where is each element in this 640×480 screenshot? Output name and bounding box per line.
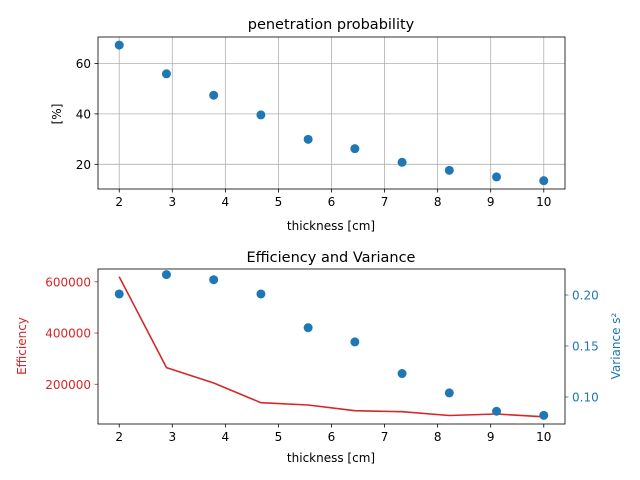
chart-title: Efficiency and Variance <box>247 250 416 266</box>
x-tick-label: 9 <box>487 430 495 444</box>
x-tick-label: 10 <box>536 195 551 209</box>
y-tick-label-left: 600000 <box>45 275 91 289</box>
data-point <box>397 157 407 167</box>
y-axis-label-variance: Variance s² <box>609 312 623 379</box>
variance-point <box>444 388 454 398</box>
plot-frame <box>97 268 566 425</box>
data-point <box>303 134 313 144</box>
variance-point <box>256 289 266 299</box>
x-tick-label: 7 <box>381 430 389 444</box>
x-tick-label: 9 <box>487 195 495 209</box>
x-tick-label: 4 <box>222 195 230 209</box>
plot-frame <box>97 36 566 190</box>
variance-point <box>492 406 502 416</box>
x-tick-label: 6 <box>328 430 336 444</box>
variance-point <box>350 337 360 347</box>
data-point <box>492 172 502 182</box>
variance-point <box>303 323 313 333</box>
variance-point <box>209 275 219 285</box>
data-point <box>161 69 171 79</box>
chart-penetration-probability: penetration probability thickness [cm] [… <box>50 17 566 233</box>
x-tick-label: 2 <box>115 195 123 209</box>
chart-efficiency-variance: Efficiency and Variance thickness [cm] E… <box>15 250 623 465</box>
x-tick-label: 3 <box>168 430 176 444</box>
x-axis-label: thickness [cm] <box>287 219 375 233</box>
data-point <box>444 165 454 175</box>
variance-point <box>397 369 407 379</box>
x-tick-label: 10 <box>536 430 551 444</box>
y-tick-label-left: 400000 <box>45 327 91 341</box>
y-tick-label-left: 200000 <box>45 378 91 392</box>
data-point <box>114 40 124 50</box>
data-point <box>209 90 219 100</box>
variance-point <box>161 270 171 280</box>
y-tick-label-right: 0.15 <box>572 339 599 353</box>
chart-title: penetration probability <box>248 17 415 33</box>
variance-point <box>539 410 549 420</box>
x-axis-label: thickness [cm] <box>287 451 375 465</box>
x-tick-label: 6 <box>328 195 336 209</box>
data-point <box>350 144 360 154</box>
y-tick-label: 60 <box>76 57 91 71</box>
x-tick-label: 8 <box>434 195 442 209</box>
x-tick-label: 5 <box>275 195 283 209</box>
y-axis-label-efficiency: Efficiency <box>15 317 29 375</box>
y-tick-label: 40 <box>76 107 91 121</box>
y-tick-label: 20 <box>76 158 91 172</box>
efficiency-line <box>118 276 544 418</box>
x-tick-label: 2 <box>115 430 123 444</box>
data-point <box>256 110 266 120</box>
x-tick-label: 8 <box>434 430 442 444</box>
x-tick-label: 7 <box>381 195 389 209</box>
variance-point <box>114 289 124 299</box>
y-tick-label-right: 0.20 <box>572 289 599 303</box>
x-tick-label: 5 <box>275 430 283 444</box>
y-axis-label: [%] <box>50 104 64 125</box>
x-tick-label: 4 <box>222 430 230 444</box>
y-tick-label-right: 0.10 <box>572 390 599 404</box>
x-tick-label: 3 <box>168 195 176 209</box>
data-point <box>539 176 549 186</box>
